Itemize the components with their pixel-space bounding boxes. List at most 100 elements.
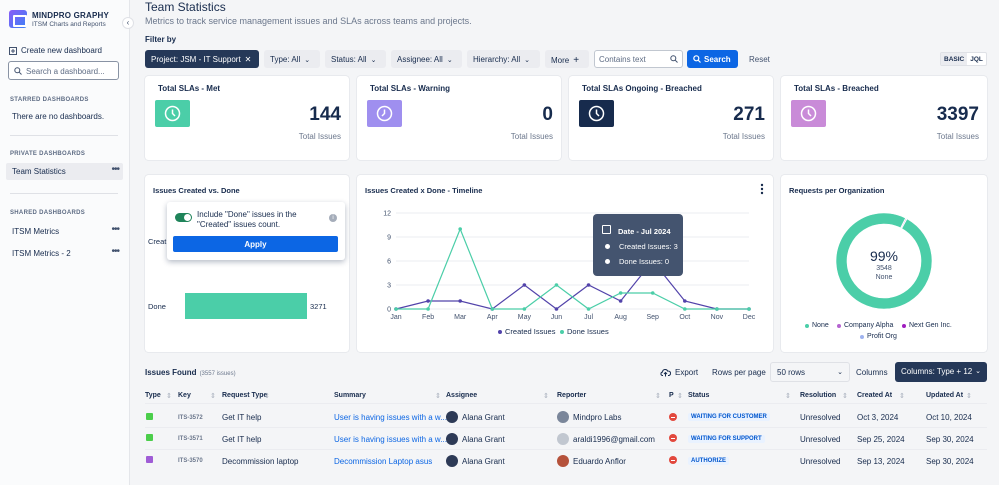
issue-key[interactable]: ITS-3570	[178, 458, 203, 464]
priority-highest-icon	[669, 456, 677, 464]
created-at: Sep 25, 2024	[857, 435, 905, 444]
resolution: Unresolved	[800, 457, 841, 466]
tooltip-title: Date - Jul 2024	[618, 227, 671, 236]
kebab-menu-icon[interactable]	[759, 183, 765, 195]
sort-icon[interactable]: ⇕	[655, 393, 661, 400]
columns-select[interactable]: Columns: Type + 12 ⌄	[895, 362, 987, 382]
collapse-sidebar-button[interactable]: ‹	[122, 17, 134, 29]
rows-per-page-select[interactable]: 50 rows ⌄	[770, 362, 850, 382]
issue-summary-link[interactable]: Decommission Laptop asus	[334, 457, 433, 466]
column-header-status[interactable]: Status	[688, 392, 710, 399]
x-tick-label: Mar	[454, 314, 467, 321]
stat-card-sla-met: Total SLAs - Met 144 Total Issues	[145, 76, 349, 160]
reset-button[interactable]: Reset	[749, 55, 770, 64]
sort-icon[interactable]: ⇕	[264, 393, 270, 400]
panel-title: Issues Created vs. Done	[153, 186, 240, 195]
column-header-summary[interactable]: Summary	[334, 392, 366, 399]
resolution: Unresolved	[800, 413, 841, 422]
sort-icon[interactable]: ⇕	[677, 393, 683, 400]
reporter-name: Mindpro Labs	[573, 413, 622, 422]
sort-icon[interactable]: ⇕	[899, 393, 905, 400]
tooltip-created: Created Issues: 3	[619, 242, 678, 251]
dashboard-search-input[interactable]: Search a dashboard...	[8, 61, 119, 80]
timeline-chart: 0 3 6 9 12 Jan Feb Mar Apr May Jun Jul Aug Sep Oct Nov D…	[383, 211, 756, 322]
filter-label: Filter by	[145, 35, 177, 44]
column-header-request-type[interactable]: Request Type	[222, 392, 268, 399]
updated-at: Sep 30, 2024	[926, 435, 974, 444]
chevron-down-icon: ⌄	[524, 57, 530, 64]
sort-icon[interactable]: ⇕	[543, 393, 549, 400]
series-line	[396, 227, 749, 310]
column-header-resolution[interactable]: Resolution	[800, 392, 837, 399]
apply-button[interactable]: Apply	[173, 236, 338, 252]
sort-icon[interactable]: ⇕	[435, 393, 441, 400]
sidebar-item-itsm-metrics[interactable]: ITSM Metrics •••	[6, 223, 123, 240]
export-cloud-icon	[660, 369, 671, 377]
created-at: Oct 3, 2024	[857, 413, 899, 422]
data-point	[650, 291, 655, 295]
reporter-name: Eduardo Anflor	[573, 457, 626, 466]
include-done-popup: Include "Done" issues in the "Created" i…	[167, 202, 345, 260]
sort-icon[interactable]: ⇕	[842, 393, 848, 400]
sidebar-item-team-statistics[interactable]: Team Statistics •••	[6, 163, 123, 180]
stat-title: Total SLAs Ongoing - Breached	[582, 84, 702, 93]
project-filter[interactable]: Project: JSM - IT Support ✕	[145, 50, 259, 68]
row-divider	[145, 449, 987, 450]
private-heading: PRIVATE DASHBOARDS	[10, 151, 86, 157]
assignee-filter[interactable]: Assignee: All ⌄	[391, 50, 462, 68]
status-filter[interactable]: Status: All ⌄	[325, 50, 386, 68]
issue-summary-link[interactable]: User is having issues with a w...	[334, 435, 447, 444]
column-header-reporter[interactable]: Reporter	[557, 392, 587, 399]
issue-type-icon	[146, 413, 153, 420]
more-actions-icon[interactable]: •••	[111, 246, 119, 257]
issue-key[interactable]: ITS-3571	[178, 436, 203, 442]
assignee-avatar	[446, 411, 458, 423]
search-button[interactable]: Search	[687, 50, 738, 68]
sort-icon[interactable]: ⇕	[210, 393, 216, 400]
column-header-key[interactable]: Key	[178, 392, 191, 399]
column-header-priority[interactable]: P	[669, 392, 674, 399]
search-icon	[670, 55, 678, 63]
tooltip-created-dot	[605, 244, 610, 249]
data-point	[683, 299, 687, 303]
column-header-updated-at[interactable]: Updated At	[926, 392, 964, 399]
stat-card-sla-warning: Total SLAs - Warning 0 Total Issues	[357, 76, 561, 160]
stat-caption: Total Issues	[722, 132, 765, 141]
brand-name: MINDPRO GRAPHY	[32, 10, 110, 20]
status-badge: WAITING FOR CUSTOMER	[688, 413, 770, 421]
sidebar-item-itsm-metrics-2[interactable]: ITSM Metrics - 2 •••	[6, 245, 123, 262]
issue-key[interactable]: ITS-3572	[178, 415, 203, 421]
info-icon[interactable]: i	[329, 214, 337, 222]
clock-alert-icon	[579, 100, 614, 127]
more-filters-button[interactable]: More +	[545, 50, 589, 68]
create-dashboard-button[interactable]: Create new dashboard	[9, 46, 102, 55]
data-point	[426, 307, 430, 311]
hierarchy-filter[interactable]: Hierarchy: All ⌄	[467, 50, 540, 68]
rows-per-page-value: 50 rows	[777, 368, 806, 377]
include-done-toggle[interactable]	[175, 213, 192, 222]
legend-dot	[560, 329, 564, 334]
clock-breached-icon	[791, 100, 826, 127]
column-header-type[interactable]: Type	[145, 392, 161, 399]
timeline-panel: Issues Created x Done - Timeline 0 3 6 9 12 J…	[357, 175, 773, 352]
sort-icon[interactable]: ⇕	[785, 393, 791, 400]
x-tick-label: Sep	[646, 314, 659, 321]
reporter-avatar	[557, 411, 569, 423]
sort-icon[interactable]: ⇕	[166, 393, 172, 400]
legend-label: None	[812, 322, 829, 329]
jql-mode-button[interactable]: JQL	[970, 56, 983, 63]
more-actions-icon[interactable]: •••	[111, 164, 119, 175]
columns-value: Columns: Type + 12	[901, 367, 973, 376]
export-button[interactable]: Export	[660, 368, 698, 377]
column-header-created-at[interactable]: Created At	[857, 392, 893, 399]
type-filter[interactable]: Type: All ⌄	[264, 50, 320, 68]
sort-icon[interactable]: ⇕	[966, 393, 972, 400]
issue-type-icon	[146, 434, 153, 441]
contains-text-input[interactable]: Contains text	[594, 50, 683, 68]
column-header-assignee[interactable]: Assignee	[446, 392, 478, 399]
more-actions-icon[interactable]: •••	[111, 224, 119, 235]
basic-mode-button[interactable]: BASIC	[941, 53, 968, 65]
close-icon[interactable]: ✕	[244, 55, 252, 64]
issue-summary-link[interactable]: User is having issues with a w...	[334, 413, 447, 422]
brand[interactable]: MINDPRO GRAPHY ITSM Charts and Reports	[9, 10, 109, 28]
